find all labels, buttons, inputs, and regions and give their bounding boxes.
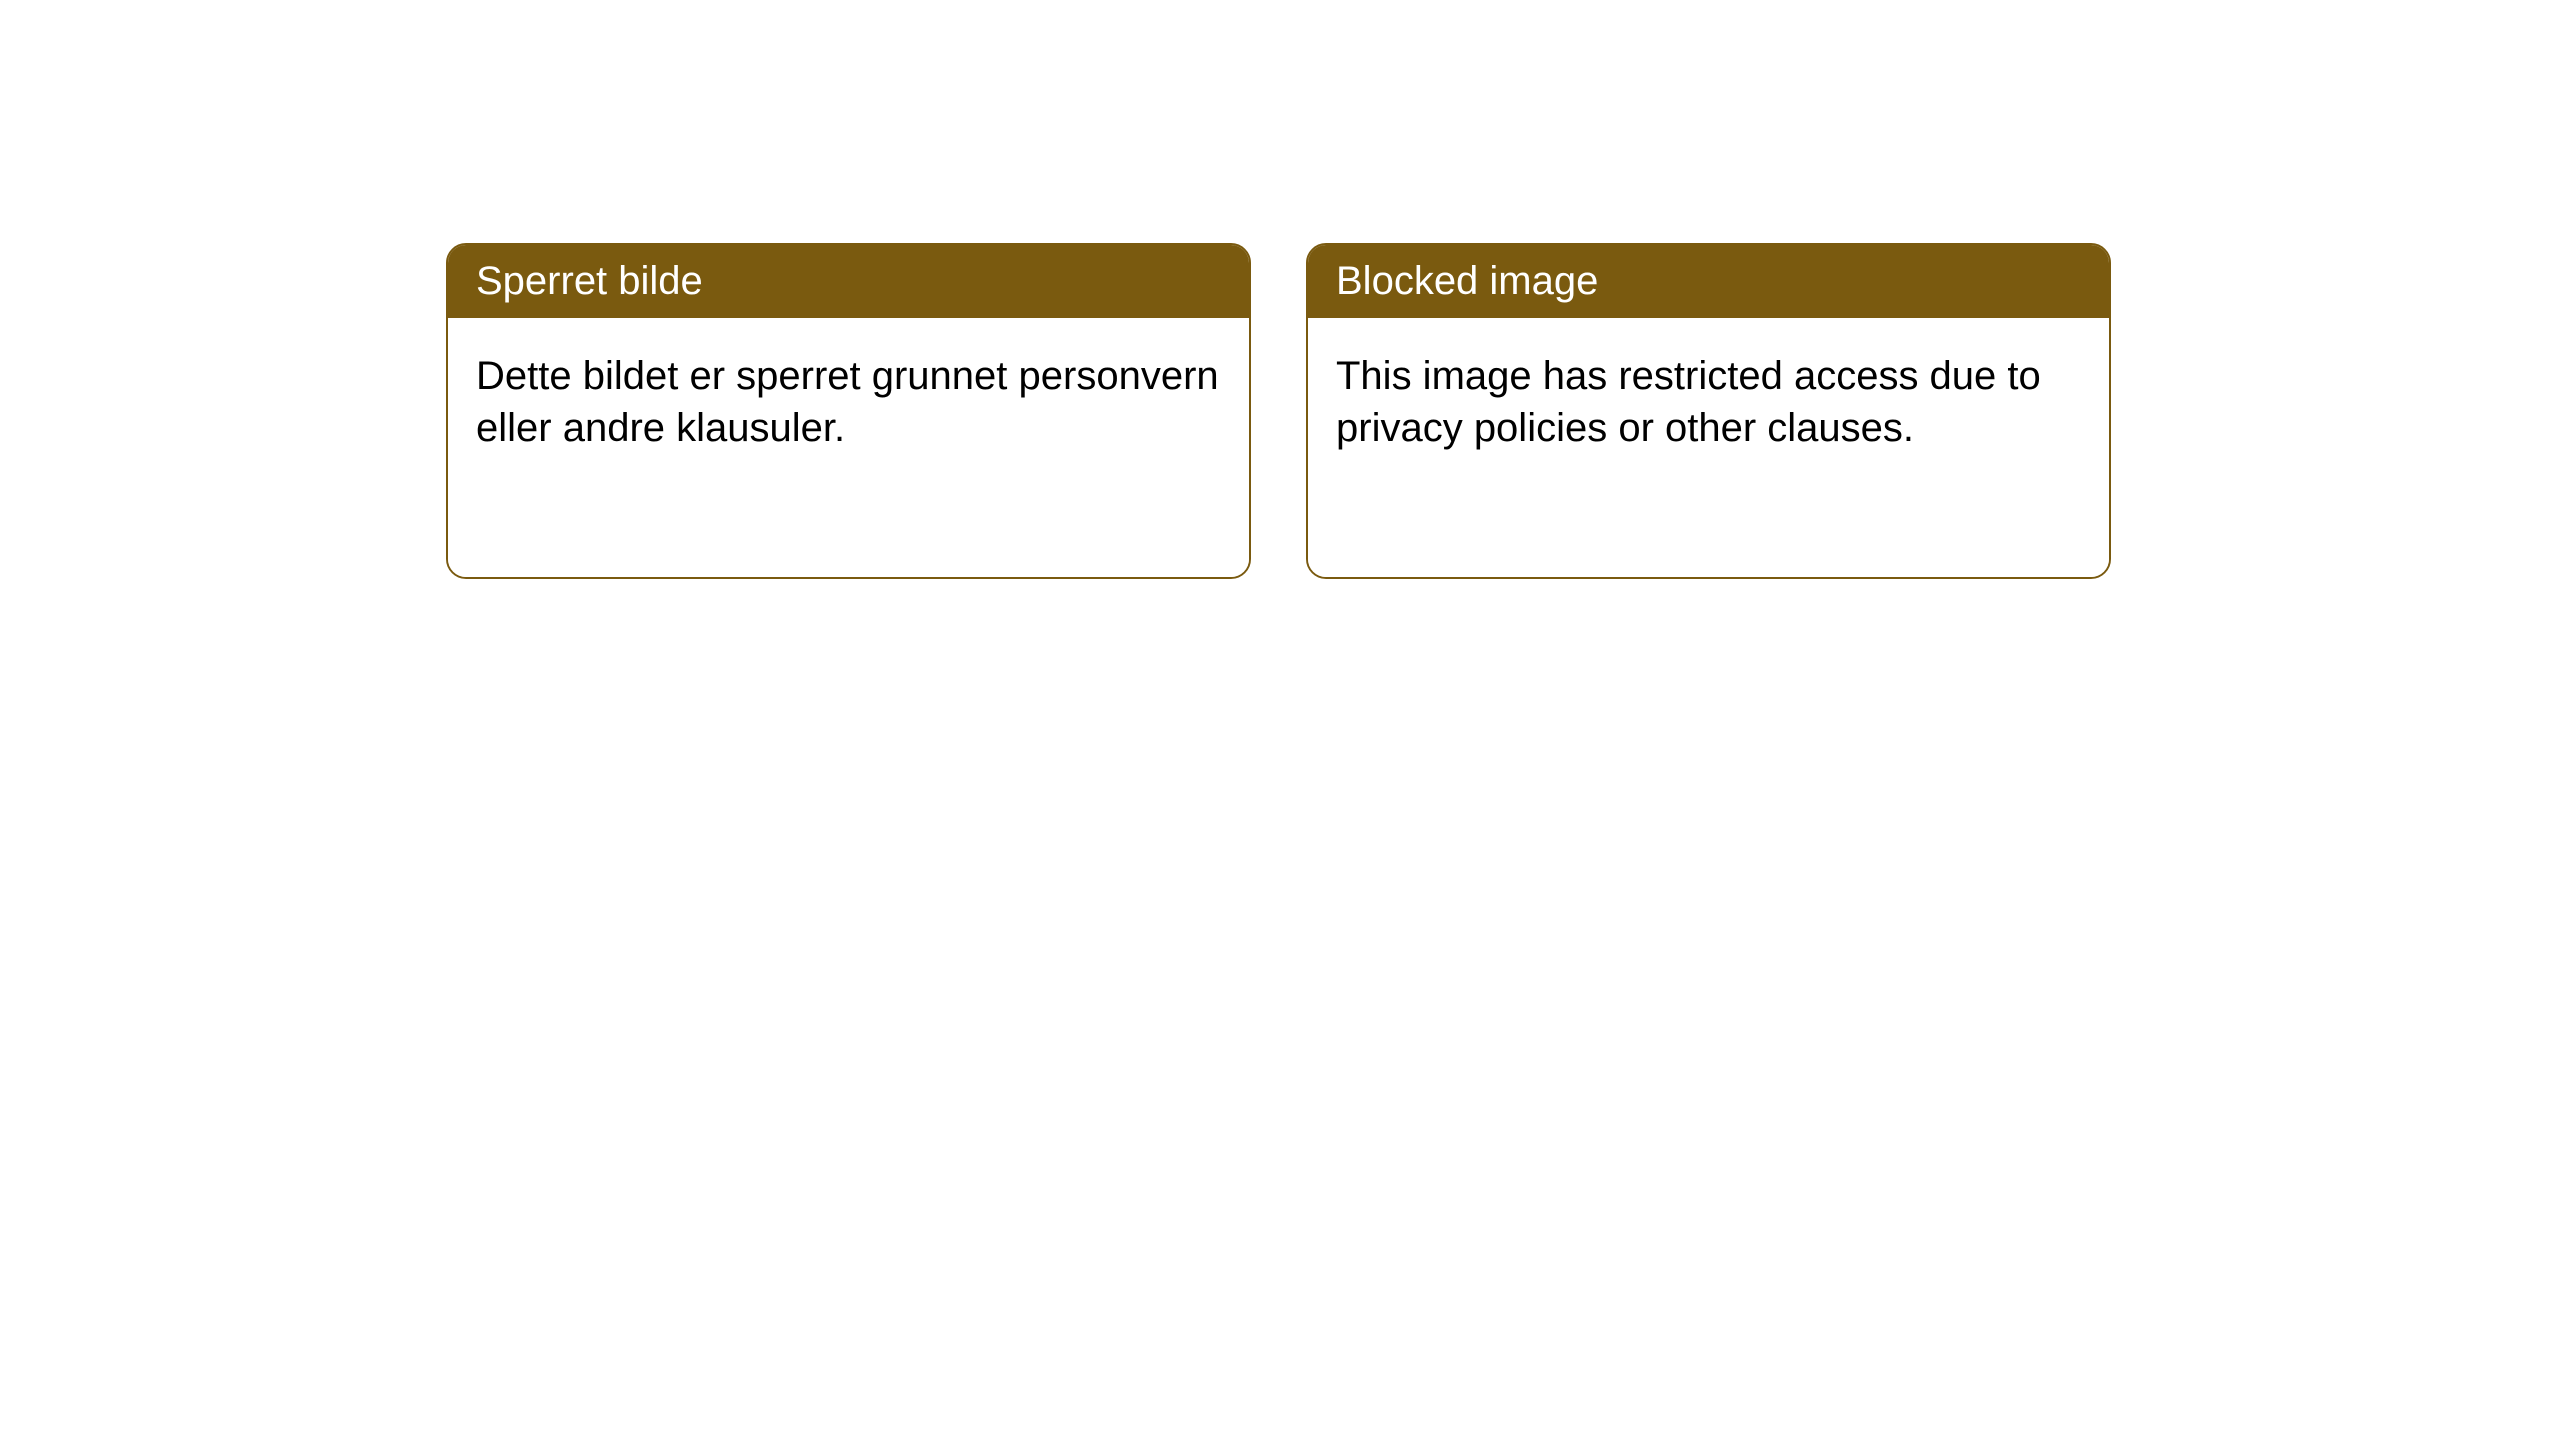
card-header-english: Blocked image <box>1308 245 2109 318</box>
card-english: Blocked image This image has restricted … <box>1306 243 2111 579</box>
cards-container: Sperret bilde Dette bildet er sperret gr… <box>446 243 2111 579</box>
card-header-norwegian: Sperret bilde <box>448 245 1249 318</box>
card-body-norwegian: Dette bildet er sperret grunnet personve… <box>448 318 1249 577</box>
card-norwegian: Sperret bilde Dette bildet er sperret gr… <box>446 243 1251 579</box>
card-body-english: This image has restricted access due to … <box>1308 318 2109 577</box>
